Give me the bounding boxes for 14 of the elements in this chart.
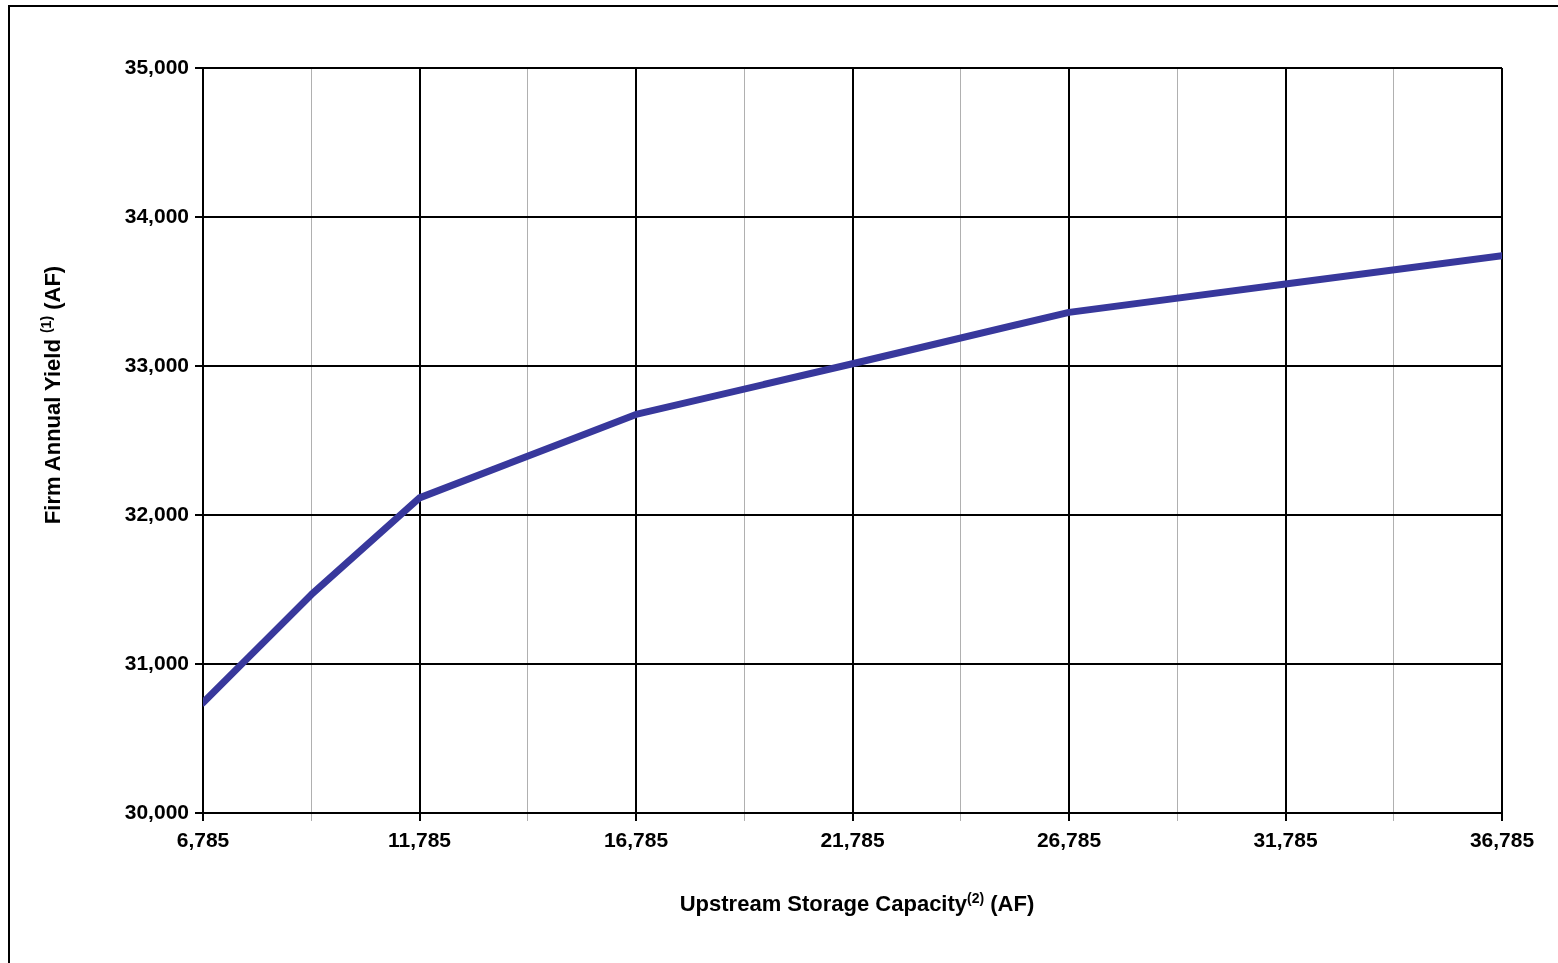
y-tick-label: 31,000 xyxy=(124,650,189,674)
x-axis-title: Upstream Storage Capacity$^{(2)}$ (AF) xyxy=(679,890,1035,918)
y-tick-label: 34,000 xyxy=(124,203,189,227)
x-tick-label: 11,785 xyxy=(387,828,452,852)
y-tick-label: 30,000 xyxy=(124,799,189,823)
x-tick-label: 26,785 xyxy=(1036,828,1102,852)
y-tick-label: 35,000 xyxy=(124,54,189,78)
y-tick-label: 33,000 xyxy=(124,352,189,376)
x-tick-label: 21,785 xyxy=(820,828,885,852)
x-tick-label: 16,785 xyxy=(603,828,669,852)
x-tick-label: 31,785 xyxy=(1253,828,1318,852)
x-tick-label: 36,785 xyxy=(1469,828,1535,852)
x-tick-label: 6,785 xyxy=(176,828,230,852)
y-tick-label: 32,000 xyxy=(124,501,189,525)
